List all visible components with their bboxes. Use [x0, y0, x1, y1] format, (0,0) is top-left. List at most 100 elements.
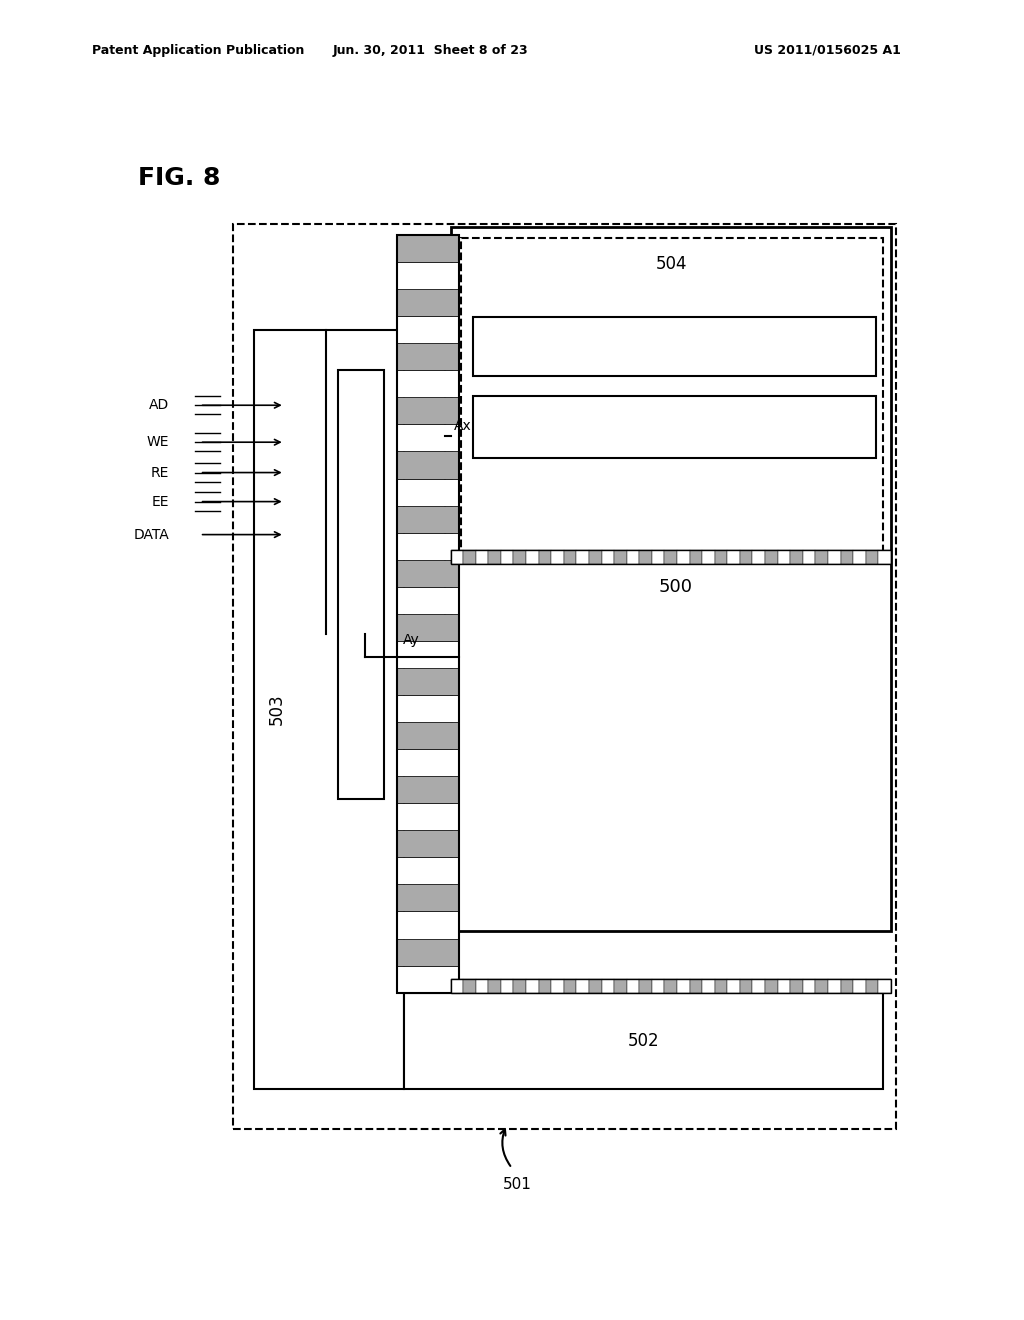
Text: Ay: Ay: [402, 632, 419, 647]
Bar: [614, 550, 627, 564]
Bar: [397, 289, 459, 317]
Text: 500: 500: [658, 578, 693, 597]
Bar: [791, 979, 803, 993]
Bar: [397, 533, 459, 560]
Bar: [285, 363, 445, 634]
Bar: [397, 317, 459, 343]
Bar: [765, 979, 777, 993]
Bar: [404, 993, 883, 1089]
Bar: [589, 979, 601, 993]
Text: Ax: Ax: [454, 418, 471, 433]
Bar: [473, 396, 876, 458]
Text: 506: 506: [353, 570, 369, 598]
Bar: [476, 550, 488, 564]
Bar: [513, 550, 526, 564]
Bar: [828, 979, 841, 993]
Bar: [828, 550, 841, 564]
Bar: [803, 550, 815, 564]
Bar: [526, 550, 539, 564]
Text: FIG. 8: FIG. 8: [138, 166, 220, 190]
Bar: [451, 550, 463, 564]
Bar: [815, 550, 828, 564]
Bar: [777, 979, 791, 993]
Text: Patent Application Publication: Patent Application Publication: [92, 44, 304, 57]
Bar: [841, 550, 853, 564]
Text: 508: 508: [658, 338, 690, 355]
FancyBboxPatch shape: [461, 238, 883, 561]
Bar: [463, 979, 476, 993]
Bar: [513, 979, 526, 993]
Bar: [397, 939, 459, 966]
Bar: [577, 979, 589, 993]
Bar: [677, 979, 689, 993]
Bar: [753, 979, 765, 993]
Bar: [397, 858, 459, 884]
Bar: [397, 560, 459, 587]
Bar: [601, 550, 614, 564]
Text: WE: WE: [146, 436, 169, 449]
Bar: [865, 979, 879, 993]
Bar: [397, 803, 459, 830]
Bar: [841, 979, 853, 993]
Bar: [564, 979, 577, 993]
Bar: [397, 966, 459, 993]
Bar: [397, 235, 459, 993]
Text: 504: 504: [656, 255, 687, 273]
Bar: [777, 550, 791, 564]
Text: AD: AD: [148, 399, 169, 412]
Text: 509: 509: [658, 418, 690, 436]
Bar: [551, 550, 564, 564]
Bar: [488, 979, 501, 993]
Bar: [451, 979, 891, 993]
Bar: [397, 506, 459, 532]
Text: 502: 502: [628, 1032, 659, 1049]
Bar: [715, 550, 727, 564]
Bar: [639, 550, 652, 564]
Bar: [577, 550, 589, 564]
Bar: [853, 979, 865, 993]
Bar: [397, 694, 459, 722]
Bar: [451, 979, 463, 993]
Text: EE: EE: [152, 495, 169, 508]
Bar: [397, 911, 459, 939]
Bar: [702, 979, 715, 993]
Bar: [397, 587, 459, 614]
Bar: [451, 550, 891, 564]
Bar: [601, 979, 614, 993]
Bar: [665, 979, 677, 993]
Bar: [627, 550, 639, 564]
Bar: [397, 776, 459, 803]
Text: 503: 503: [267, 694, 286, 725]
Bar: [397, 371, 459, 397]
Bar: [677, 550, 689, 564]
Bar: [665, 550, 677, 564]
Bar: [652, 979, 665, 993]
Bar: [689, 550, 702, 564]
Bar: [397, 642, 459, 668]
Text: 505: 505: [349, 490, 381, 507]
Bar: [463, 550, 476, 564]
Bar: [539, 979, 551, 993]
Bar: [397, 263, 459, 289]
Bar: [627, 979, 639, 993]
Bar: [338, 370, 384, 799]
Bar: [639, 979, 652, 993]
Bar: [397, 425, 459, 451]
Bar: [589, 550, 601, 564]
Text: US 2011/0156025 A1: US 2011/0156025 A1: [755, 44, 901, 57]
Bar: [853, 550, 865, 564]
Bar: [564, 550, 577, 564]
Bar: [526, 979, 539, 993]
Bar: [397, 830, 459, 858]
Bar: [715, 979, 727, 993]
Bar: [451, 227, 891, 931]
Bar: [397, 451, 459, 479]
Text: DATA: DATA: [133, 528, 169, 541]
Bar: [702, 550, 715, 564]
Bar: [689, 979, 702, 993]
Bar: [815, 979, 828, 993]
Bar: [397, 614, 459, 642]
Bar: [765, 550, 777, 564]
Text: Jun. 30, 2011  Sheet 8 of 23: Jun. 30, 2011 Sheet 8 of 23: [332, 44, 528, 57]
Text: 501: 501: [503, 1176, 531, 1192]
